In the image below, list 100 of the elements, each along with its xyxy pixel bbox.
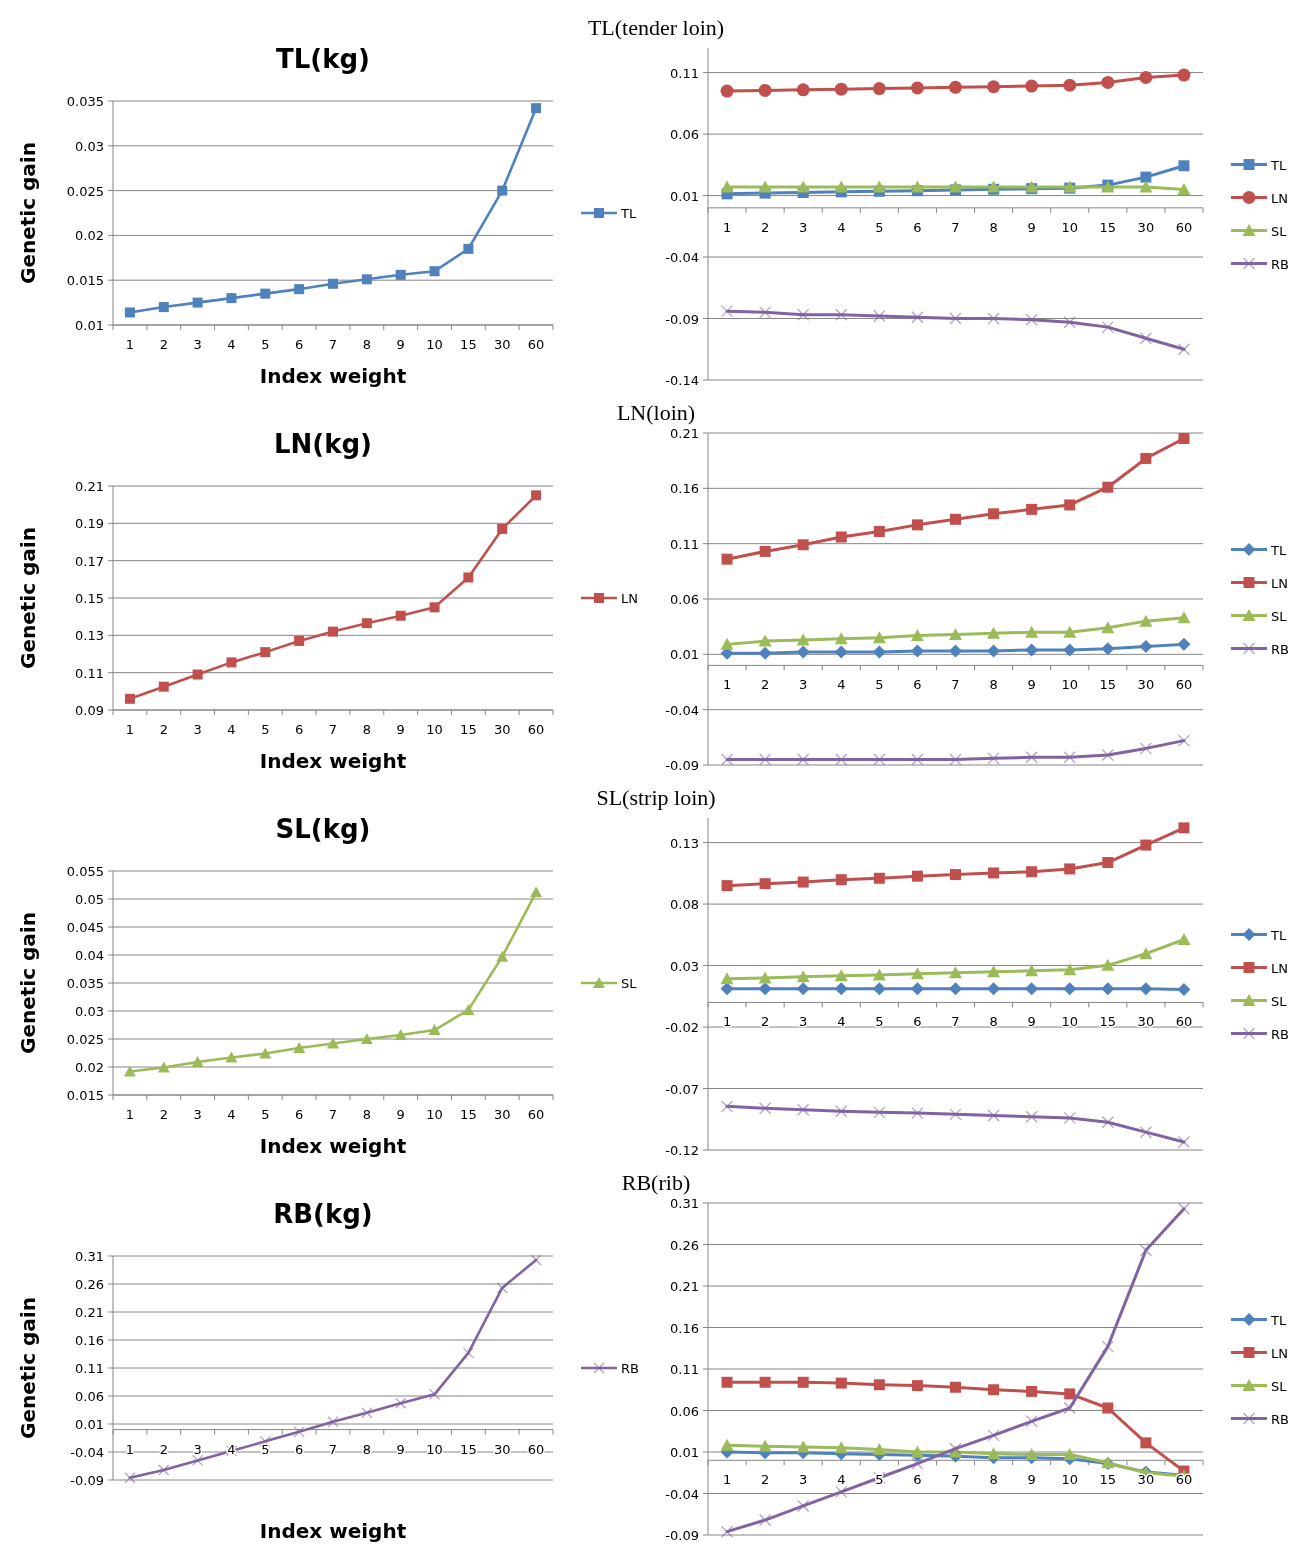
x-tick-label: 3 — [799, 219, 808, 235]
point — [911, 870, 923, 882]
point — [834, 180, 848, 193]
point — [834, 982, 848, 996]
legend-label: SL — [621, 976, 638, 991]
point — [910, 180, 924, 193]
x-tick-label: 10 — [1061, 1014, 1078, 1030]
point — [327, 1037, 339, 1049]
y-tick-label: -0.14 — [665, 373, 699, 388]
point — [1101, 982, 1115, 996]
point — [1063, 1447, 1077, 1460]
y-tick-label: 0.31 — [75, 1249, 104, 1264]
point — [360, 1033, 373, 1044]
x-tick-label: 15 — [460, 1107, 477, 1122]
x-tick-label: 1 — [125, 1107, 135, 1122]
x-tick-label: 3 — [193, 722, 202, 737]
x-tick-label: 6 — [295, 1441, 304, 1457]
point — [1101, 75, 1115, 89]
chart-title: SL(kg) — [275, 814, 371, 844]
legend-label: LN — [1271, 575, 1288, 591]
point — [797, 876, 809, 888]
x-tick-label: 3 — [193, 1107, 202, 1122]
x-tick-label: 10 — [426, 1441, 443, 1457]
y-tick-label: -0.12 — [665, 1143, 699, 1158]
point — [910, 967, 924, 980]
point — [797, 1376, 809, 1388]
y-tick-label: 0.02 — [75, 228, 104, 244]
x-tick-label: 4 — [837, 1014, 846, 1030]
y-tick-label: 0.025 — [66, 1032, 104, 1047]
x-tick-label: 6 — [295, 337, 304, 352]
point — [987, 1447, 1001, 1460]
x-tick-label: 1 — [125, 337, 135, 352]
chart-title: LN(loin) — [616, 400, 696, 425]
chart-title: LN(kg) — [274, 429, 372, 459]
point — [394, 1029, 407, 1041]
point — [872, 631, 886, 644]
x-tick-label: 3 — [799, 1014, 808, 1030]
point — [834, 645, 848, 659]
x-tick-label: 5 — [261, 722, 270, 737]
x-tick-label: 7 — [328, 337, 338, 352]
x-tick-label: 4 — [837, 677, 846, 693]
legend-label: LN — [1271, 960, 1288, 976]
x-tick-label: 4 — [837, 219, 846, 235]
point — [758, 982, 772, 996]
x-tick-label: 2 — [760, 677, 770, 693]
x-tick-label: 10 — [1061, 219, 1078, 235]
point — [759, 878, 771, 890]
x-tick-label: 30 — [493, 337, 511, 352]
point — [225, 1051, 238, 1063]
x-tick-label: 15 — [1099, 219, 1117, 235]
y-tick-label: 0.05 — [75, 892, 104, 907]
point — [1177, 182, 1191, 195]
y-tick-label: 0.21 — [75, 1305, 104, 1320]
point — [1139, 640, 1153, 654]
point — [1026, 1385, 1038, 1397]
point — [911, 1380, 923, 1392]
x-axis-title: Index weight — [259, 1134, 407, 1158]
x-tick-label: 9 — [1027, 677, 1036, 693]
point — [1025, 964, 1039, 977]
point — [1178, 822, 1190, 834]
point — [1101, 642, 1115, 656]
x-tick-label: 7 — [951, 219, 960, 235]
x-tick-label: 4 — [227, 337, 236, 352]
y-tick-label: 0.21 — [75, 479, 104, 494]
point — [1025, 982, 1039, 996]
point — [949, 80, 962, 94]
point — [758, 83, 772, 97]
x-tick-label: 2 — [760, 1014, 770, 1030]
x-tick-label: 15 — [460, 1441, 477, 1457]
point — [1140, 452, 1152, 464]
y-tick-label: 0.01 — [670, 1445, 699, 1460]
point — [1140, 171, 1152, 183]
y-tick-label: -0.04 — [665, 250, 699, 266]
point — [395, 610, 406, 621]
x-tick-label: 9 — [1027, 1472, 1036, 1488]
point — [872, 1443, 886, 1456]
point — [260, 288, 271, 299]
x-tick-label: 1 — [125, 722, 135, 737]
y-tick-label: -0.09 — [665, 758, 699, 773]
y-tick-label: 0.015 — [66, 273, 104, 289]
point — [796, 970, 810, 983]
x-tick-label: 2 — [159, 1107, 168, 1122]
point — [531, 490, 542, 501]
legend-label: RB — [1271, 1026, 1289, 1042]
x-tick-label: 2 — [159, 722, 168, 737]
y-tick-label: 0.16 — [670, 481, 699, 497]
y-tick-label: 0.17 — [75, 553, 104, 569]
x-tick-label: 10 — [426, 1107, 443, 1122]
x-tick-label: 3 — [193, 1441, 202, 1457]
y-tick-label: 0.055 — [66, 864, 104, 879]
chart-title: SL(strip loin) — [596, 785, 716, 810]
point — [1063, 625, 1077, 638]
x-tick-label: 9 — [396, 1441, 405, 1457]
legend-label: TL — [1270, 927, 1287, 943]
point — [796, 645, 810, 659]
point — [463, 243, 474, 254]
x-tick-label: 9 — [1027, 1014, 1036, 1030]
legend-label: SL — [1271, 1378, 1288, 1394]
y-tick-label: -0.09 — [70, 1473, 104, 1488]
point — [1178, 433, 1190, 445]
